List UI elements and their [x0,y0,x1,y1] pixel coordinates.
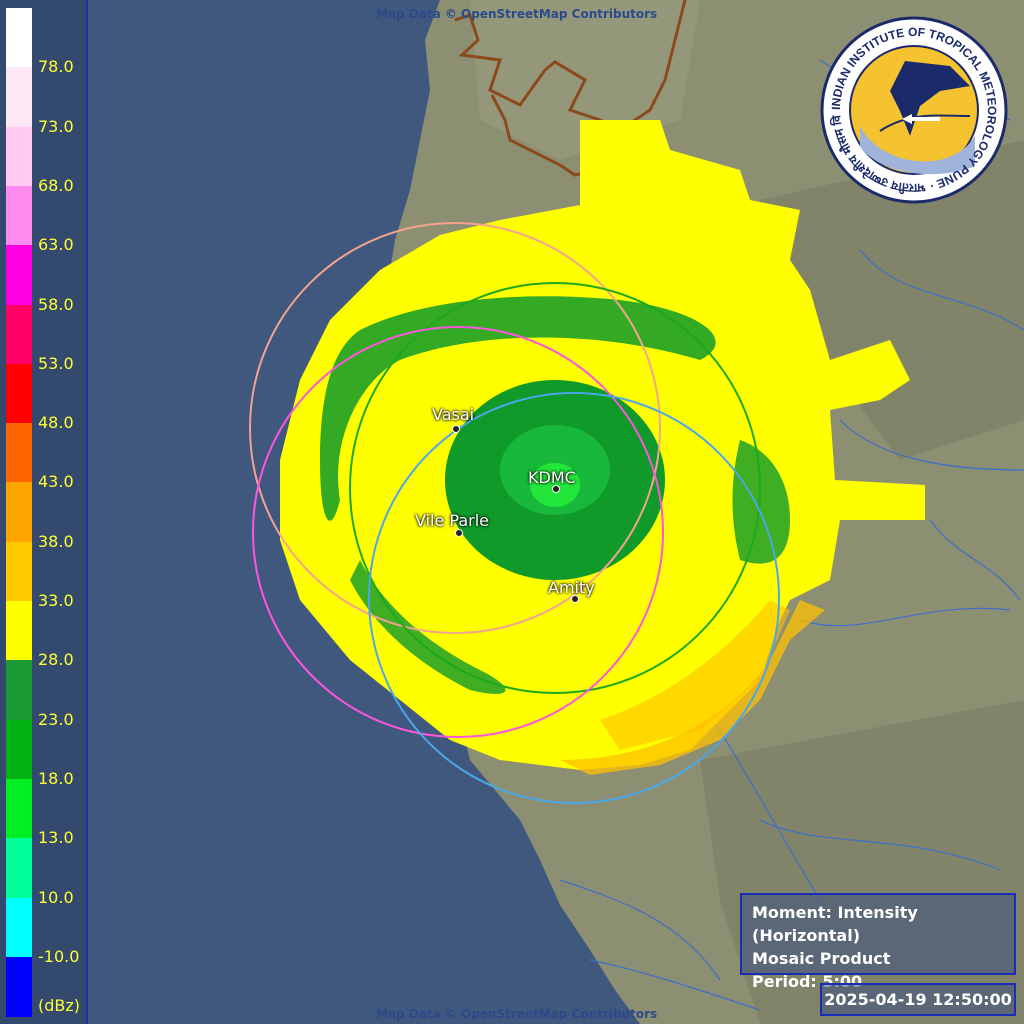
legend-tick-label: 28.0 [38,650,74,670]
legend-tick-label: 78.0 [38,57,74,77]
legend-swatch [6,897,32,958]
legend-swatch [6,185,32,247]
range-ring-kdmc [349,282,761,694]
legend-swatch [6,541,32,602]
legend-swatch [6,778,32,840]
color-legend: 78.0 73.0 68.0 63.0 58.0 53.0 48.0 43.0 38.0 33.0… [0,0,88,1024]
legend-tick-label: 23.0 [38,709,74,729]
site-marker-kdmc[interactable] [552,485,560,493]
legend-swatch [6,423,32,484]
legend-swatch [6,363,32,425]
site-label-kdmc: KDMC [528,468,576,487]
site-marker-vile-parle[interactable] [455,529,463,537]
legend-tick-label: 63.0 [38,235,74,255]
legend-tick-label: 48.0 [38,413,74,433]
legend-tick-label: -10.0 [38,946,80,966]
legend-swatch [6,719,32,780]
legend-swatch [6,838,32,899]
product-info-box: Moment: Intensity (Horizontal) Mosaic Pr… [740,893,1016,991]
iitm-emblem-icon: INDIAN INSTITUTE OF TROPICAL METEOROLOGY… [820,16,1008,204]
product-label: Mosaic Product [752,949,891,968]
map-credit-top: Map Data © OpenStreetMap Contributors [376,7,658,21]
moment-label: Moment: Intensity (Horizontal) [752,903,918,945]
legend-unit: (dBz) [38,996,81,1015]
site-label-amity: Amity [548,578,595,597]
site-label-vile-parle: Vile Parle [415,511,490,530]
legend-swatch [6,8,32,69]
legend-tick-label: 68.0 [38,175,74,195]
legend-tick-label: 58.0 [38,294,74,314]
legend-swatch [6,601,32,662]
map-credit-bottom: Map Data © OpenStreetMap Contributors [376,1007,658,1021]
legend-swatch [6,660,32,721]
legend-tick-label: 13.0 [38,828,74,848]
legend-swatch [6,304,32,365]
legend-tick-label: 10.0 [38,887,74,907]
legend-swatch [6,126,32,187]
range-ring-vasai [249,222,661,634]
radar-echo [280,120,925,775]
legend-swatch [6,67,32,128]
legend-tick-label: 18.0 [38,768,74,788]
site-label-vasai: Vasai [432,405,475,424]
legend-swatch [6,956,32,1018]
range-ring-amity [368,392,780,804]
legend-tick-label: 38.0 [38,531,74,551]
legend-swatch [6,482,32,543]
timestamp-box: 2025-04-19 12:50:00 [820,983,1016,1016]
legend-tick-label: 73.0 [38,116,74,136]
legend-tick-label: 33.0 [38,591,74,610]
site-marker-amity[interactable] [571,595,579,603]
legend-swatch [6,245,32,306]
legend-tick-label: 43.0 [38,472,74,492]
site-marker-vasai[interactable] [452,425,460,433]
legend-tick-label: 53.0 [38,353,74,373]
range-ring-vile-parle [252,326,664,738]
